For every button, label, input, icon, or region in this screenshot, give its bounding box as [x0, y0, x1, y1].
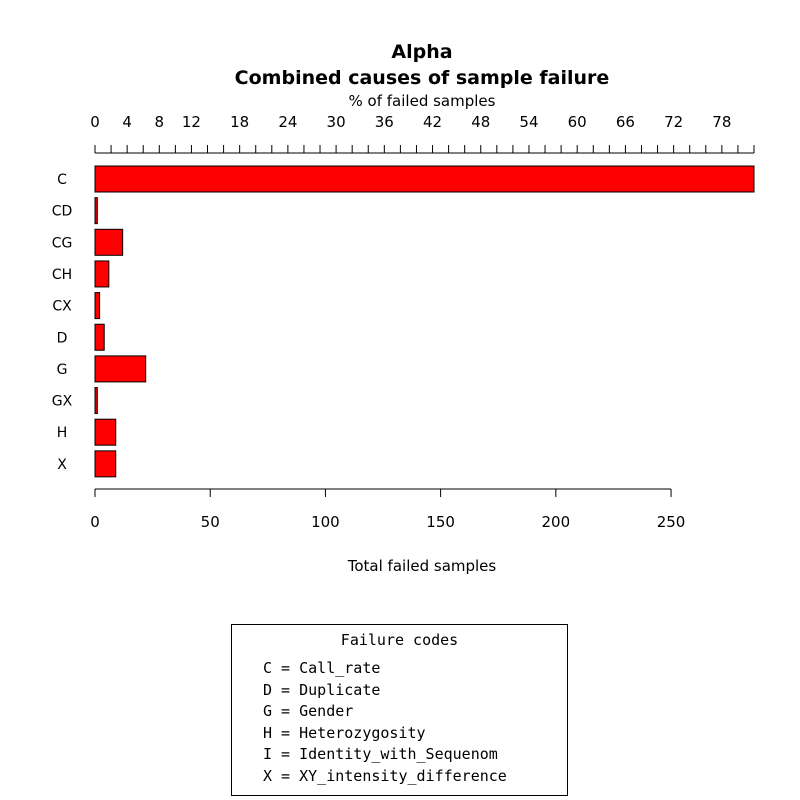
chart-title: Alpha [391, 41, 452, 63]
legend-entry: I = Identity_with_Sequenom [263, 745, 498, 764]
legend-entry: H = Heterozygosity [263, 723, 426, 742]
legend-entry: C = Call_rate [263, 659, 381, 677]
top-tick-label: 54 [519, 113, 538, 131]
bar-gx [94, 387, 98, 415]
category-label: CD [52, 204, 73, 220]
bar-cd [94, 197, 98, 225]
legend-list: C = Call_rate D = Duplicate G = Gender H… [263, 658, 507, 788]
bar-cx [94, 292, 101, 320]
top-tick-label: 60 [568, 113, 587, 131]
legend-title: Failure codes [340, 631, 459, 649]
top-tick-label: 4 [122, 113, 132, 131]
x-axis-label: Total failed samples [347, 557, 497, 575]
category-label: CX [52, 299, 72, 315]
top-tick-label: 66 [616, 113, 635, 131]
top-tick-label: 24 [278, 113, 297, 131]
chart-subtitle: Combined causes of sample failure [235, 67, 610, 89]
x-tick-label: 100 [311, 513, 340, 531]
category-label: CG [52, 235, 73, 251]
bar-cg [94, 228, 124, 256]
legend-entry: G = Gender [263, 702, 354, 721]
top-tick-label: 36 [375, 113, 394, 131]
top-tick-label: 12 [182, 113, 201, 131]
bar-c [94, 165, 755, 193]
top-tick-label: 78 [712, 113, 731, 131]
category-label: D [57, 330, 68, 346]
category-label: CH [52, 267, 72, 283]
x-tick-label: 0 [90, 513, 100, 531]
top-tick-label: 30 [327, 113, 346, 131]
top-tick-label: 48 [471, 113, 490, 131]
top-tick-label: 42 [423, 113, 442, 131]
legend-entry: X = XY_intensity_difference [263, 766, 507, 785]
top-tick-label: 0 [90, 113, 100, 131]
bar-ch [94, 260, 110, 288]
bar-g [94, 355, 147, 383]
bar-d [94, 323, 105, 351]
category-label: G [57, 362, 68, 378]
category-label: C [57, 172, 67, 188]
x-tick-label: 150 [426, 513, 455, 531]
top-axis-label: % of failed samples [349, 92, 496, 110]
legend-entry: D = Duplicate [263, 680, 381, 699]
top-tick-label: 72 [664, 113, 683, 131]
x-tick-label: 200 [542, 513, 571, 531]
x-tick-label: 50 [201, 513, 220, 531]
category-label: H [57, 425, 68, 441]
category-label: GX [52, 394, 73, 410]
bar-h [94, 418, 117, 446]
top-tick-label: 18 [230, 113, 249, 131]
bar-x [94, 450, 117, 478]
x-tick-label: 250 [657, 513, 686, 531]
legend: Failure codes C = Call_rate D = Duplicat… [231, 624, 568, 796]
top-tick-label: 8 [155, 113, 165, 131]
category-label: X [57, 457, 67, 473]
